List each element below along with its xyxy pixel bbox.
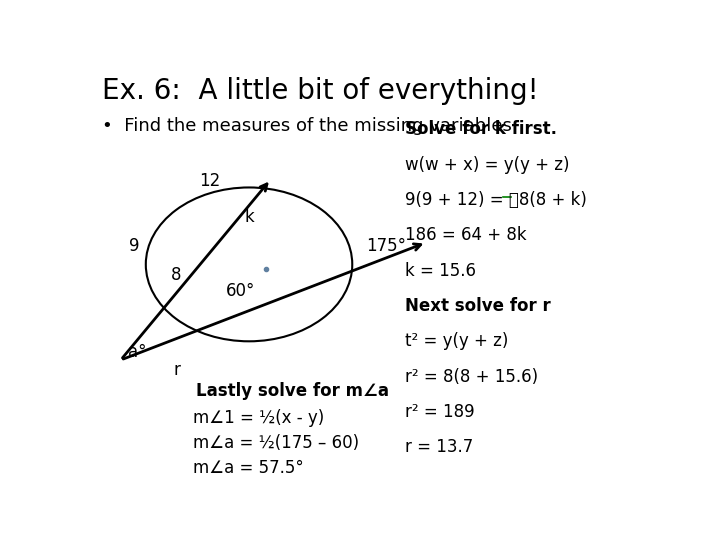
Text: 175°: 175° (366, 237, 406, 255)
Text: a°: a° (128, 343, 147, 361)
Text: Ex. 6:  A little bit of everything!: Ex. 6: A little bit of everything! (102, 77, 539, 105)
Text: 12: 12 (199, 172, 220, 190)
Text: w(w + x) = y(y + z): w(w + x) = y(y + z) (405, 156, 570, 173)
Text: Next solve for r: Next solve for r (405, 297, 551, 315)
Text: 9: 9 (130, 237, 140, 255)
Text: m∠a = 57.5°: m∠a = 57.5° (193, 459, 304, 477)
Text: r: r (173, 361, 180, 380)
Text: m∠a = ½(175 – 60): m∠a = ½(175 – 60) (193, 434, 359, 452)
Text: r = 13.7: r = 13.7 (405, 438, 474, 456)
Text: •  Find the measures of the missing variables: • Find the measures of the missing varia… (102, 117, 512, 135)
Text: r² = 189: r² = 189 (405, 403, 475, 421)
Text: 60°: 60° (226, 282, 256, 300)
Text: t² = y(y + z): t² = y(y + z) (405, 332, 508, 350)
Text: Solve for k first.: Solve for k first. (405, 120, 557, 138)
Text: k: k (244, 207, 254, 226)
Text: m∠1 = ½(x - y): m∠1 = ½(x - y) (193, 409, 325, 427)
Text: k = 15.6: k = 15.6 (405, 261, 476, 280)
Text: Lastly solve for m∠a: Lastly solve for m∠a (196, 382, 389, 400)
Text: 186 = 64 + 8k: 186 = 64 + 8k (405, 226, 527, 244)
Text: 8: 8 (171, 266, 181, 284)
Text: r² = 8(8 + 15.6): r² = 8(8 + 15.6) (405, 368, 539, 386)
Text: 9(9 + 12) = 8(8 + k): 9(9 + 12) = 8(8 + k) (405, 191, 587, 209)
